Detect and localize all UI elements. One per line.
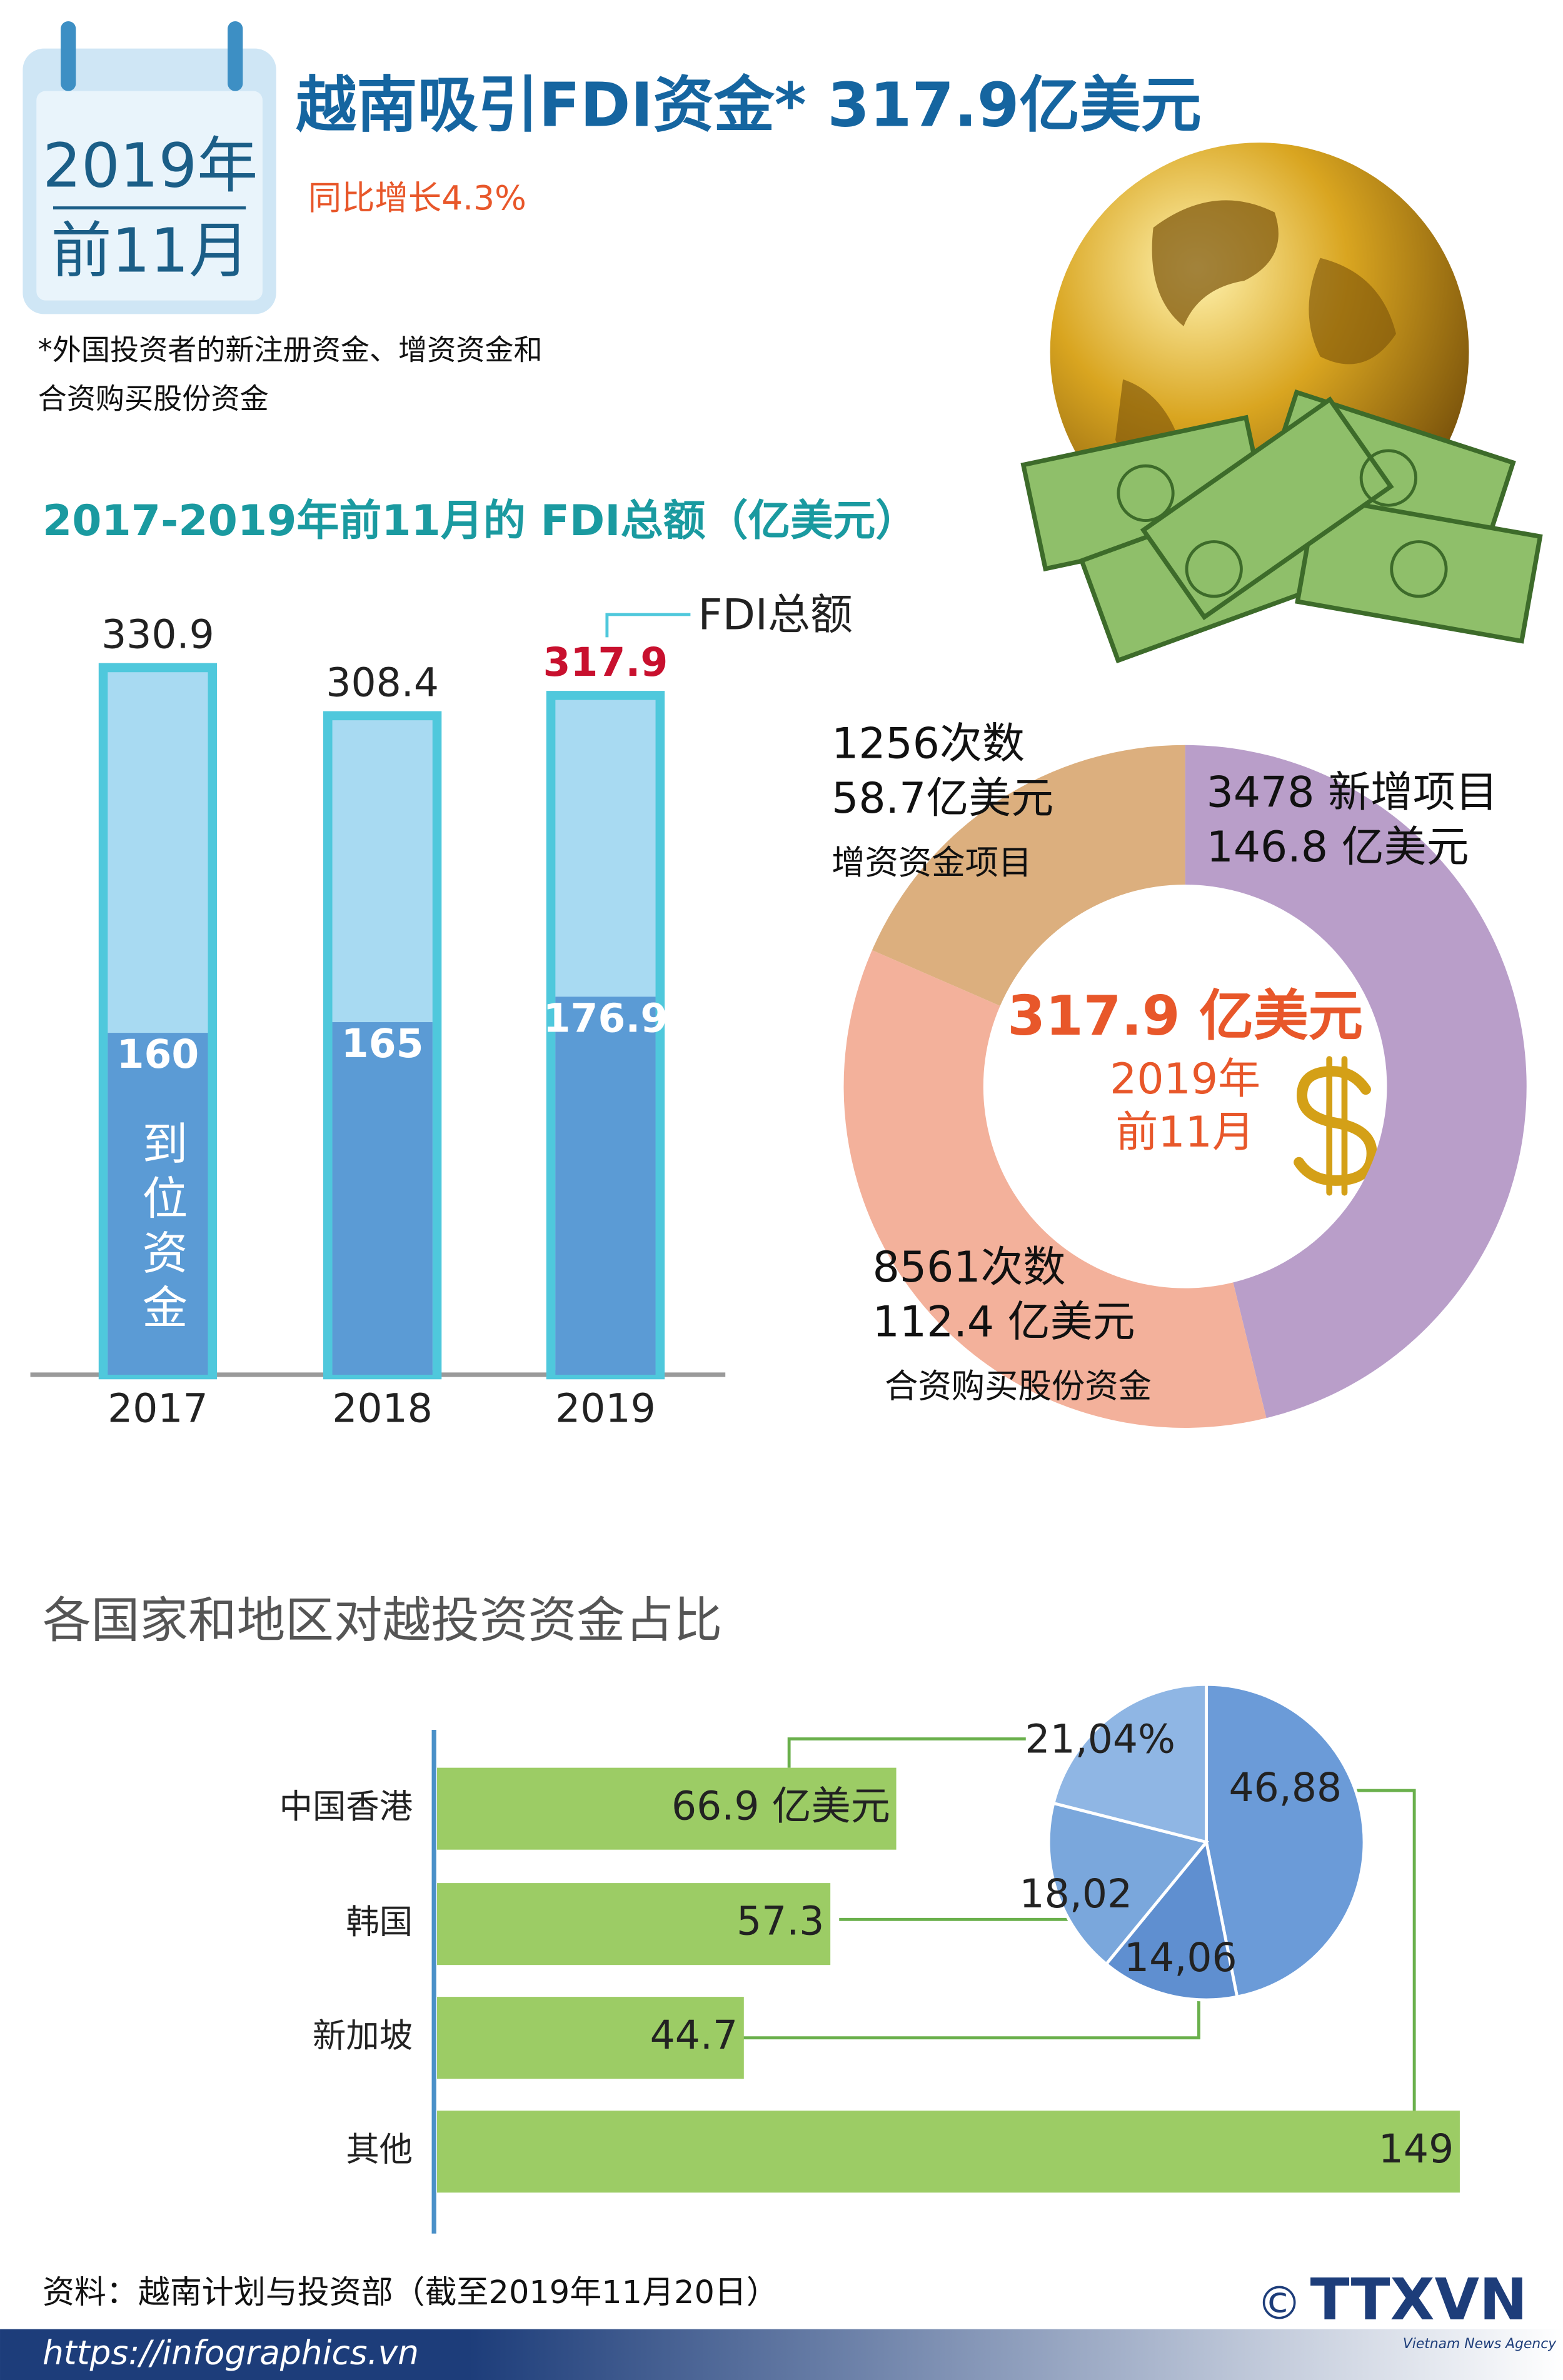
pie-slice — [1104, 1839, 1239, 2002]
pie-label: 18,02 — [1020, 1870, 1133, 1917]
total-label: 330.9 — [101, 611, 214, 657]
footer-band — [0, 2329, 1563, 2380]
center-label: 2019年 — [1110, 1055, 1260, 1104]
disbursed-bar — [555, 997, 656, 1375]
total-label: 308.4 — [326, 659, 439, 705]
disbursed-label: 165 — [341, 1020, 424, 1067]
pie-label: 46,88 — [1229, 1764, 1342, 1810]
agency: Vietnam News Agency — [1403, 2336, 1557, 2352]
x-tick-label: 2018 — [332, 1385, 433, 1431]
y-tick-label: 新加坡 — [313, 2016, 413, 2055]
x-tick-label: 2019 — [555, 1385, 656, 1431]
bar — [437, 1767, 897, 1850]
donut-slice — [1185, 745, 1527, 1418]
segment-value: 146.8 亿美元 — [1207, 823, 1469, 872]
footnote: 合资购买股份资金 — [38, 381, 269, 415]
y-tick-label: 其他 — [346, 2129, 413, 2169]
value-label: 149 — [1379, 2126, 1454, 2172]
source: 资料：越南计划与投资部（截至2019年11月20日） — [43, 2274, 778, 2311]
y-tick-label: 中国香港 — [279, 1787, 413, 1826]
url: https://infographics.vn — [43, 2333, 419, 2372]
center-label: 前11月 — [1115, 1108, 1254, 1157]
legend-label: FDI总额 — [698, 590, 853, 640]
segment-label: 1256次数 — [832, 720, 1025, 769]
copyright: © — [1257, 2277, 1302, 2330]
disbursed-bar — [108, 1033, 208, 1375]
bar — [437, 1883, 831, 1966]
total-label: 317.9 — [543, 639, 668, 685]
badge-year: 2019年 — [43, 131, 258, 201]
y-tick-label: 韩国 — [346, 1902, 413, 1941]
donut-slice — [843, 950, 1267, 1428]
globe-money-illustration — [1020, 143, 1543, 664]
segment-label: 3478 新增项目 — [1207, 768, 1498, 817]
donut-slice — [872, 745, 1185, 1006]
chart-title: 2017-2019年前11月的 FDI总额（亿美元） — [43, 496, 918, 546]
pie-slice — [1205, 1682, 1366, 1999]
center-label: 317.9 亿美元 — [1007, 984, 1363, 1048]
bar — [437, 1997, 744, 2079]
disbursed-bar — [332, 1022, 433, 1375]
value-label: 57.3 — [736, 1898, 824, 1944]
segment-note: 合资购买股份资金 — [885, 1366, 1152, 1405]
segment-value: 58.7亿美元 — [832, 774, 1053, 823]
badge-period: 前11月 — [51, 216, 249, 286]
logo: TTXVN — [1310, 2266, 1528, 2333]
calendar-badge — [23, 21, 276, 314]
dollar-icon — [1294, 1056, 1377, 1196]
pie-label: 14,06 — [1124, 1934, 1237, 1981]
footnote: *外国投资者的新注册资金、增资资金和 — [38, 333, 543, 367]
disbursed-label: 160 — [117, 1031, 199, 1077]
pie-label: 21,04% — [1025, 1715, 1175, 1762]
segment-label: 8561次数 — [873, 1243, 1066, 1292]
chart-title: 各国家和地区对越投资资金占比 — [43, 1593, 722, 1649]
value-label: 66.9 亿美元 — [671, 1782, 890, 1829]
segment-value: 112.4 亿美元 — [873, 1297, 1135, 1347]
legend-leader — [605, 613, 691, 638]
title: 越南吸引FDI资金* 317.9亿美元 — [296, 70, 1201, 141]
segment-note: 增资资金项目 — [832, 843, 1032, 882]
disbursed-label: 176.9 — [543, 995, 668, 1041]
x-tick-label: 2017 — [108, 1385, 208, 1431]
series-label: 到位资金 — [134, 1120, 187, 1338]
subtitle: 同比增长4.3% — [308, 178, 526, 218]
value-label: 44.7 — [650, 2012, 738, 2058]
bar — [437, 2111, 1460, 2193]
pie-slice — [1052, 1682, 1209, 1844]
pie-slice — [1047, 1801, 1209, 1967]
